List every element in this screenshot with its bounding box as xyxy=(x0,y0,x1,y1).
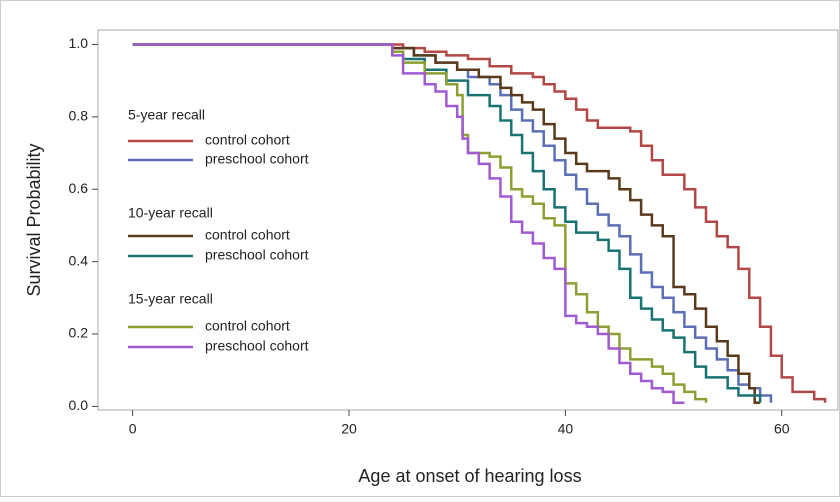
legend-label: control cohort xyxy=(205,132,290,148)
y-tick-label: 0.2 xyxy=(69,325,89,341)
legend-label: preschool cohort xyxy=(205,151,309,167)
survival-curve xyxy=(132,43,685,405)
x-tick-label: 20 xyxy=(341,421,357,437)
x-tick-label: 40 xyxy=(558,421,574,437)
x-tick-label: 60 xyxy=(774,421,790,437)
legend-group-title: 10-year recall xyxy=(128,205,213,221)
legend-label: control cohort xyxy=(205,318,290,334)
survival-curve xyxy=(132,43,762,403)
y-tick-label: 1.0 xyxy=(69,35,89,51)
legend-label: control cohort xyxy=(205,227,290,243)
y-tick-label: 0.8 xyxy=(69,108,89,124)
survival-curve xyxy=(132,43,761,405)
legend-label: preschool cohort xyxy=(205,247,309,263)
y-tick-label: 0.6 xyxy=(69,180,89,196)
x-tick-label: 0 xyxy=(129,421,137,437)
legend-group-title: 5-year recall xyxy=(128,107,205,123)
legend-label: preschool cohort xyxy=(205,338,309,354)
survival-curve xyxy=(132,43,708,403)
y-tick-label: 0.0 xyxy=(69,397,89,413)
y-tick-label: 0.4 xyxy=(69,252,89,268)
survival-curve xyxy=(132,43,827,403)
legend-group-title: 15-year recall xyxy=(128,291,213,307)
x-axis-label: Age at onset of hearing loss xyxy=(358,466,581,486)
y-axis-label: Survival Probability xyxy=(24,143,44,296)
plot-frame xyxy=(97,29,839,411)
